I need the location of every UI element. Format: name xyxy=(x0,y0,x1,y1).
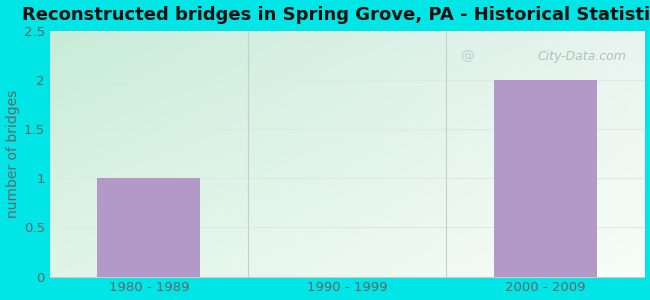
Y-axis label: number of bridges: number of bridges xyxy=(6,89,20,218)
Title: Reconstructed bridges in Spring Grove, PA - Historical Statistics: Reconstructed bridges in Spring Grove, P… xyxy=(22,6,650,24)
Bar xyxy=(98,178,200,277)
Bar xyxy=(494,80,597,277)
Text: @: @ xyxy=(460,50,474,64)
Text: City-Data.com: City-Data.com xyxy=(538,50,627,63)
